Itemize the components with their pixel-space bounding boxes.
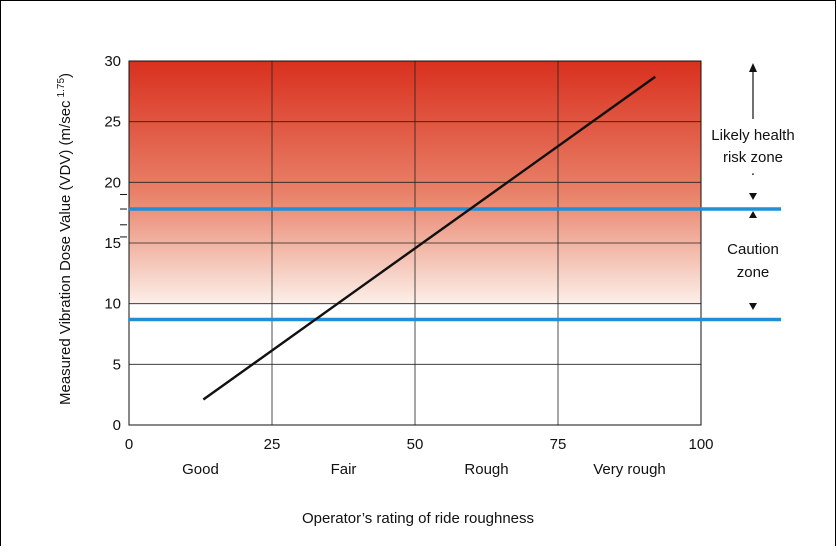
y-tick-labels: 0 5 10 15 20 25 30 bbox=[104, 53, 121, 434]
y-axis-label-close: ) bbox=[57, 73, 74, 78]
health-arrow-head bbox=[749, 63, 757, 72]
plot-border bbox=[128, 60, 702, 426]
x-tick-labels: 0 25 50 75 100 bbox=[125, 436, 714, 453]
health-zone-label-line2: risk zone bbox=[723, 149, 783, 166]
series-line bbox=[202, 75, 656, 401]
caution-zone-top-marker bbox=[749, 211, 757, 218]
y-tick-label: 15 bbox=[104, 235, 121, 252]
annotation-dot: . bbox=[751, 162, 755, 179]
y-axis-label-exponent: 1.75 bbox=[56, 78, 67, 98]
y-minor-ticks bbox=[120, 193, 127, 238]
x-tick-label: 25 bbox=[264, 436, 281, 453]
x-category-label: Fair bbox=[331, 461, 357, 478]
x-tick-label: 0 bbox=[125, 436, 133, 453]
x-category-labels: Good Fair Rough Very rough bbox=[182, 461, 666, 478]
caution-zone-bottom-marker bbox=[749, 303, 757, 310]
y-tick-label: 5 bbox=[113, 356, 121, 373]
y-axis-label: Measured Vibration Dose Value (VDV) (m/s… bbox=[56, 73, 74, 405]
zone-annotations: Likely health risk zone . Caution zone bbox=[711, 63, 795, 310]
y-tick-label: 30 bbox=[104, 53, 121, 70]
x-tick-label: 75 bbox=[550, 436, 567, 453]
health-zone-label-line1: Likely health bbox=[711, 127, 794, 144]
y-tick-label: 20 bbox=[104, 174, 121, 191]
y-tick-label: 0 bbox=[113, 417, 121, 434]
y-axis-label-main: Measured Vibration Dose Value (VDV) (m/s… bbox=[57, 100, 74, 405]
threshold-lines bbox=[129, 207, 781, 322]
health-zone-bottom-marker bbox=[749, 193, 757, 200]
caution-zone-label-line2: zone bbox=[737, 264, 770, 281]
caution-zone-label-line1: Caution bbox=[727, 241, 779, 258]
series bbox=[202, 75, 656, 401]
y-tick-label: 25 bbox=[104, 114, 121, 131]
y-tick-label: 10 bbox=[104, 296, 121, 313]
x-tick-label: 100 bbox=[688, 436, 713, 453]
x-axis-label: Operator’s rating of ride roughness bbox=[302, 510, 534, 527]
x-category-label: Rough bbox=[464, 461, 508, 478]
x-category-label: Very rough bbox=[593, 461, 666, 478]
x-category-label: Good bbox=[182, 461, 219, 478]
x-tick-label: 50 bbox=[407, 436, 424, 453]
